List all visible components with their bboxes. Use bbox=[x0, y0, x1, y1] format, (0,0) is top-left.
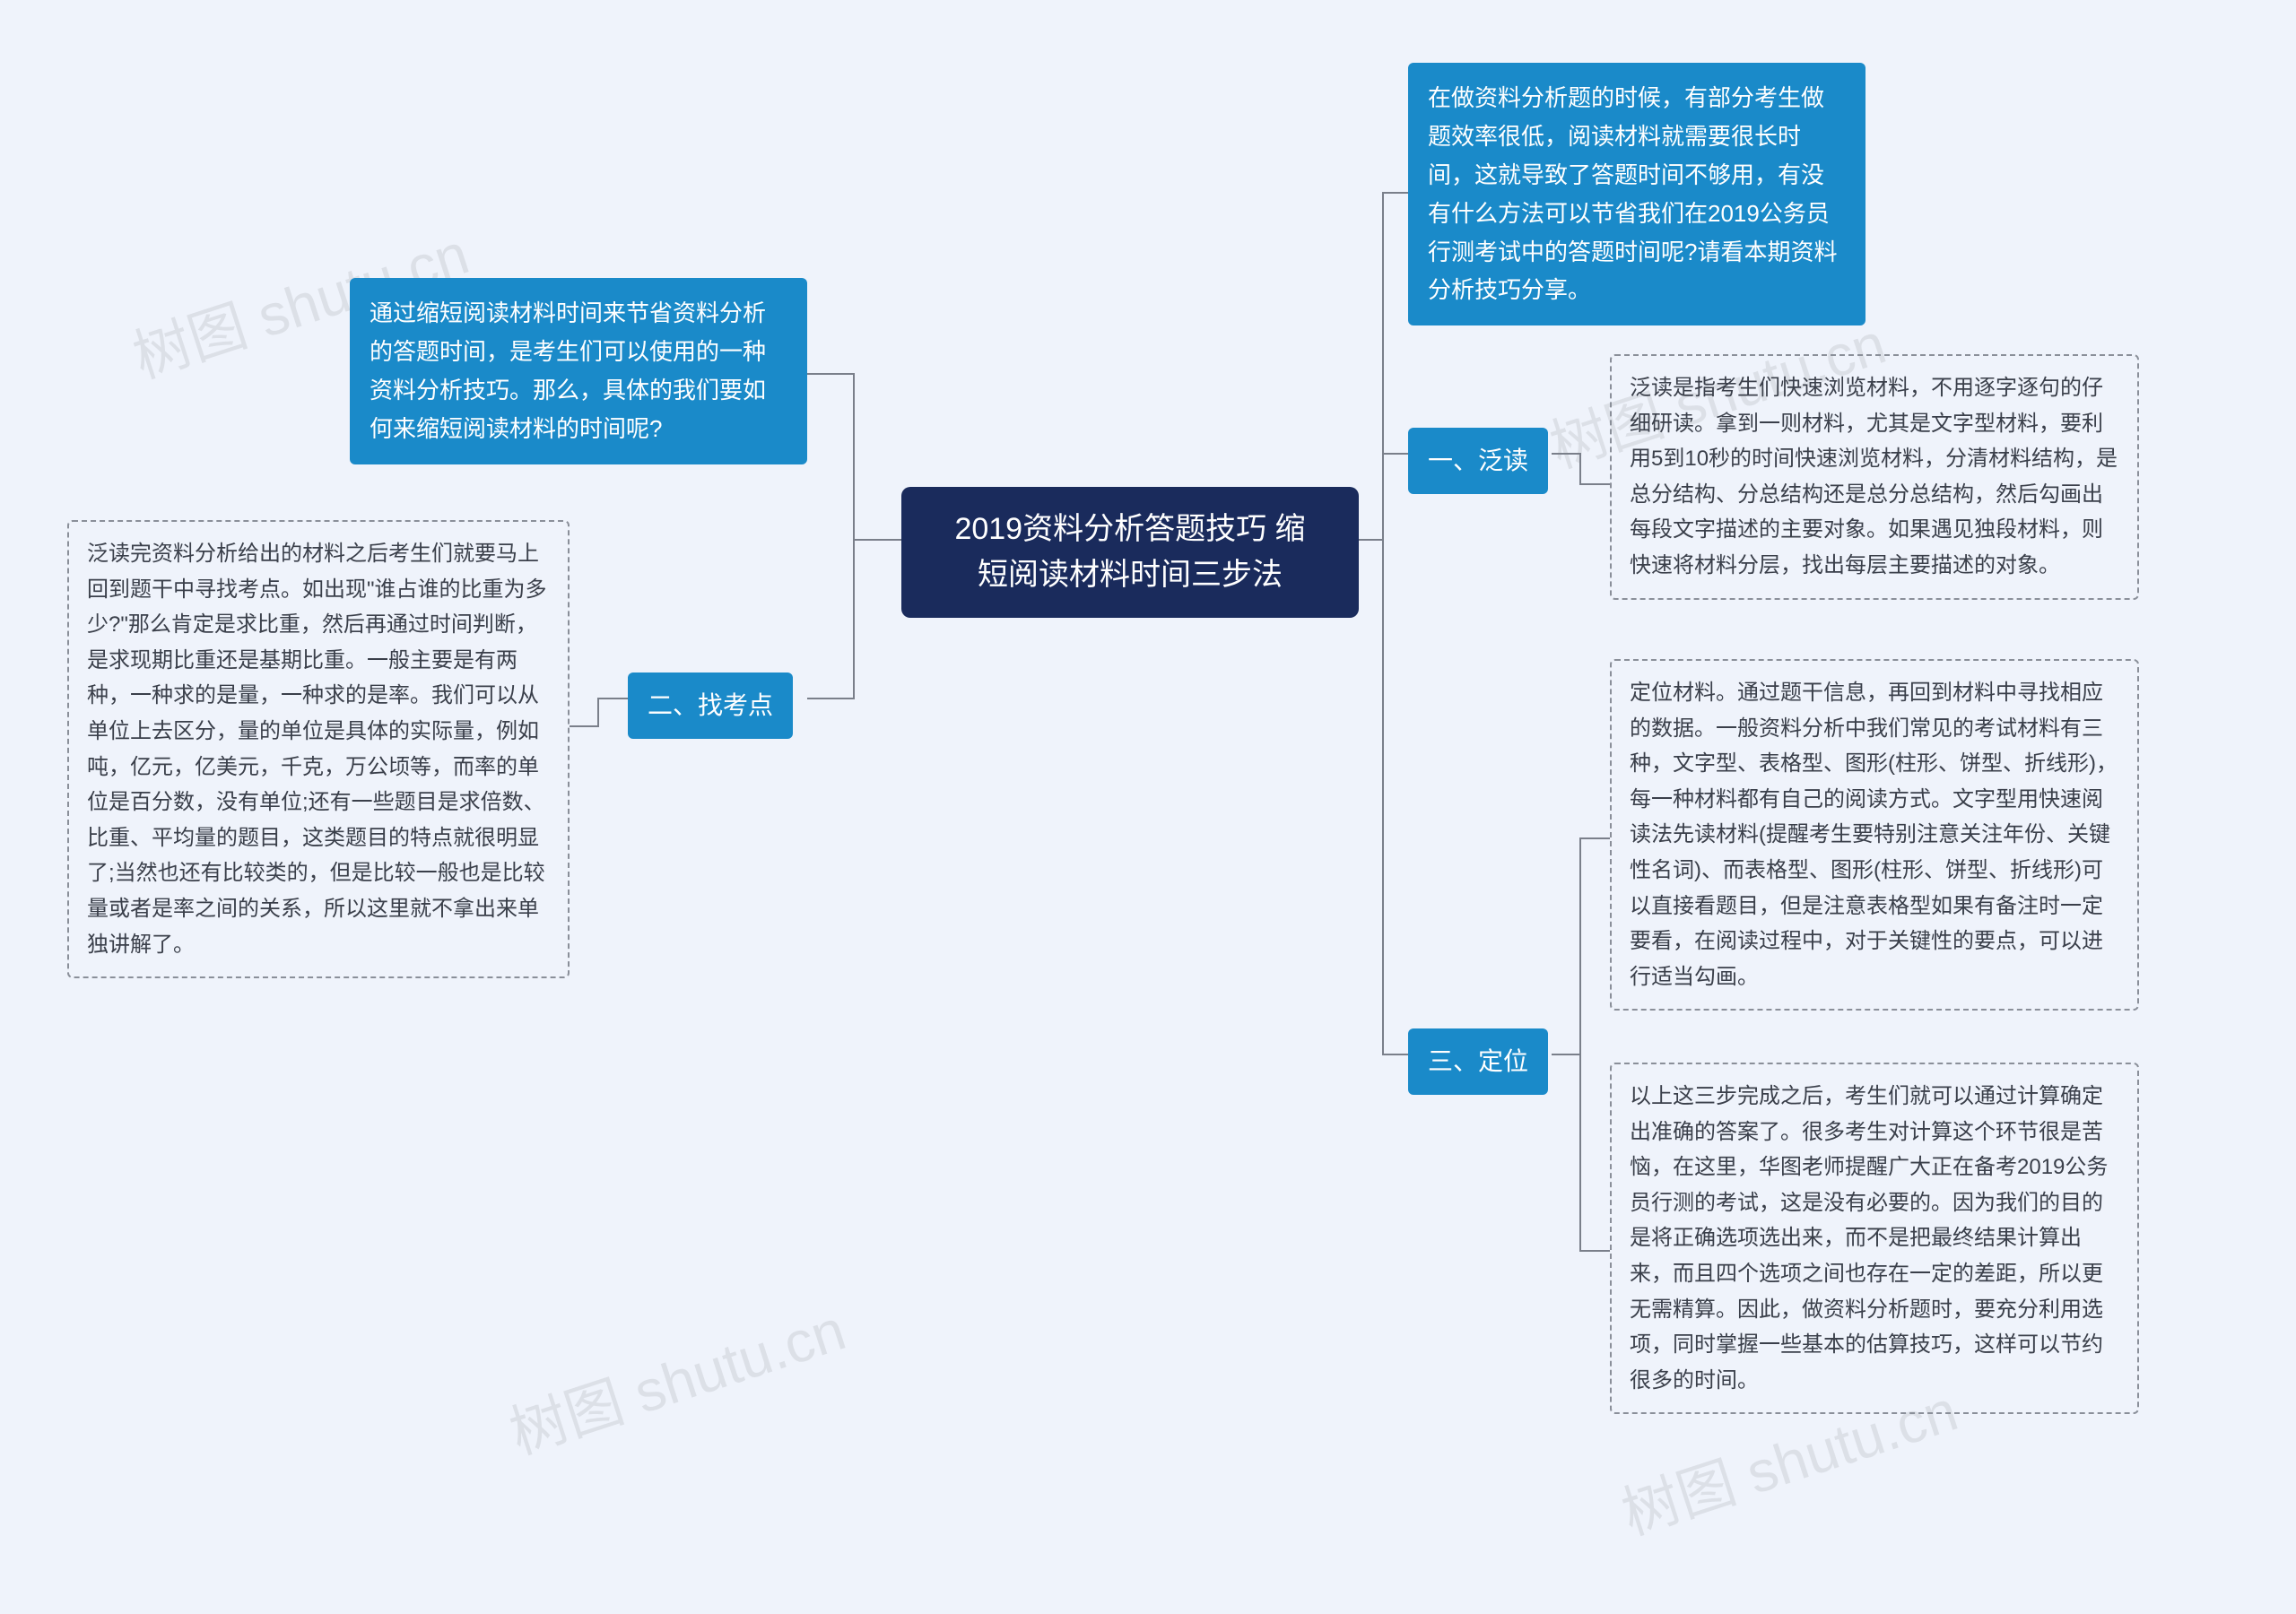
root-node[interactable]: 2019资料分析答题技巧 缩 短阅读材料时间三步法 bbox=[901, 487, 1359, 618]
step1-desc-node[interactable]: 泛读是指考生们快速浏览材料，不用逐字逐句的仔细研读。拿到一则材料，尤其是文字型材… bbox=[1610, 354, 2139, 600]
step3-desc2-node[interactable]: 以上这三步完成之后，考生们就可以通过计算确定出准确的答案了。很多考生对计算这个环… bbox=[1610, 1063, 2139, 1414]
step2-desc-node[interactable]: 泛读完资料分析给出的材料之后考生们就要马上回到题干中寻找考点。如出现"谁占谁的比… bbox=[67, 520, 570, 978]
left-intro-node[interactable]: 通过缩短阅读材料时间来节省资料分析的答题时间，是考生们可以使用的一种资料分析技巧… bbox=[350, 278, 807, 464]
watermark: 树图 shutu.cn bbox=[498, 1284, 854, 1470]
step1-label-node[interactable]: 一、泛读 bbox=[1408, 428, 1548, 494]
step2-label-node[interactable]: 二、找考点 bbox=[628, 672, 793, 739]
root-title-line1: 2019资料分析答题技巧 缩 bbox=[926, 507, 1334, 552]
step3-label-node[interactable]: 三、定位 bbox=[1408, 1028, 1548, 1095]
root-title-line2: 短阅读材料时间三步法 bbox=[926, 552, 1334, 598]
right-intro-node[interactable]: 在做资料分析题的时候，有部分考生做题效率很低，阅读材料就需要很长时间，这就导致了… bbox=[1408, 63, 1866, 325]
step3-desc1-node[interactable]: 定位材料。通过题干信息，再回到材料中寻找相应的数据。一般资料分析中我们常见的考试… bbox=[1610, 659, 2139, 1011]
